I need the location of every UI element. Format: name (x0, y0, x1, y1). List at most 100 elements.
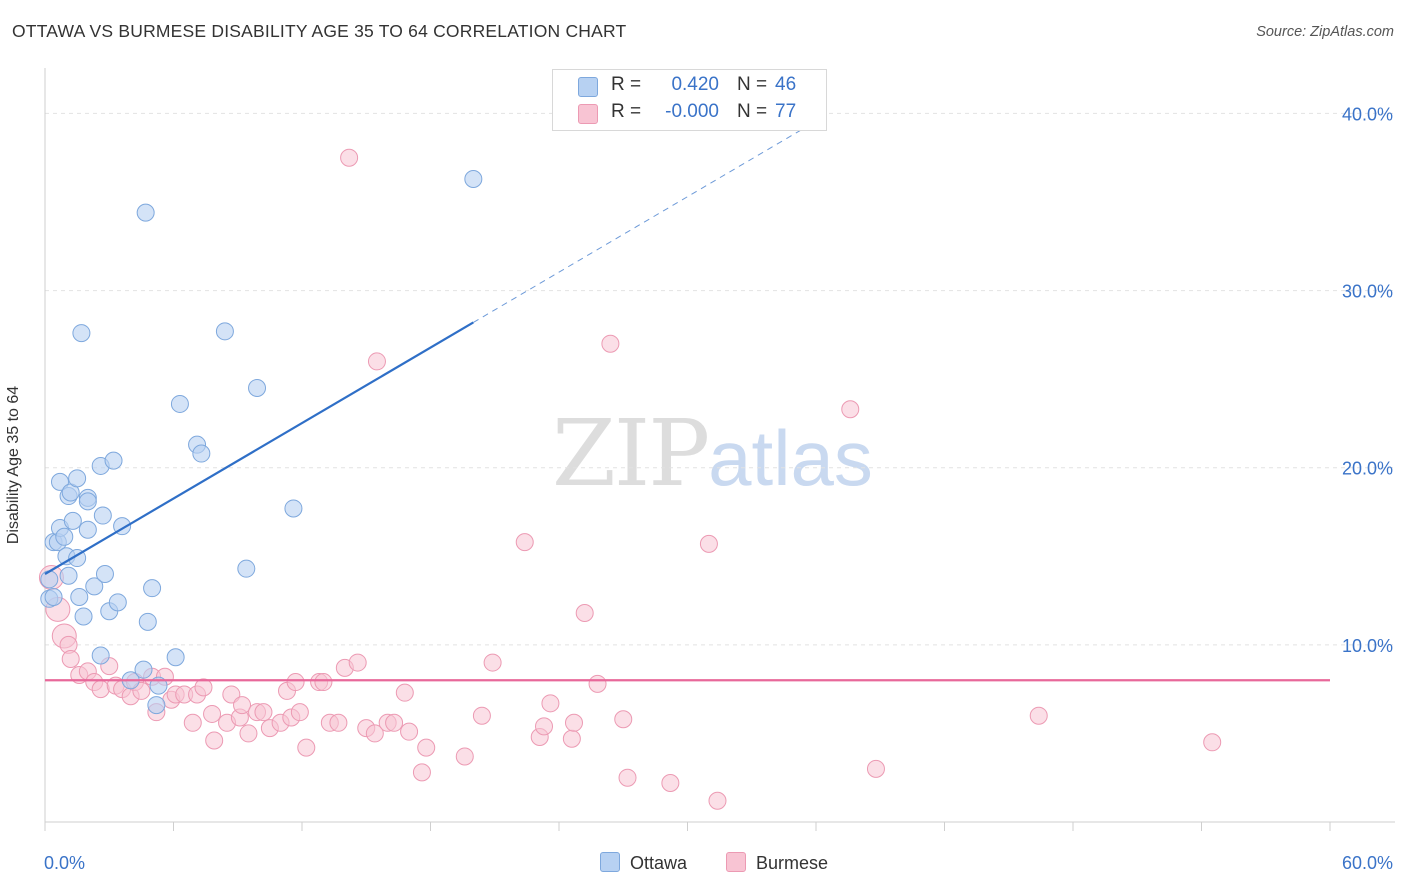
burmese-legend-label: Burmese (756, 853, 829, 873)
trend-layer (44, 120, 1330, 682)
y-tick-label: 20.0% (1342, 459, 1393, 479)
ottawa-trend-line (44, 321, 474, 575)
ottawa-point (134, 660, 153, 679)
burmese-point (340, 148, 359, 167)
ottawa-swatch (578, 77, 598, 97)
burmese-point (367, 352, 386, 371)
burmese-point (290, 703, 309, 722)
ottawa-point (147, 696, 166, 715)
y-tick-label: 10.0% (1342, 636, 1393, 656)
burmese-point (314, 673, 333, 692)
burmese-point (564, 713, 583, 732)
ottawa-point (215, 322, 234, 341)
burmese-point (412, 763, 431, 782)
y-tick-label: 30.0% (1342, 282, 1393, 302)
ottawa-point (166, 648, 185, 667)
ottawa-point (284, 499, 303, 518)
y-axis-label: Disability Age 35 to 64 (5, 385, 22, 545)
correlation-legend: R = 0.420 N = 46 R = -0.000 N = 77 (552, 69, 827, 131)
ottawa-point (50, 472, 69, 491)
ottawa-r-label: R = (611, 74, 642, 95)
ottawa-point (55, 527, 74, 546)
ottawa-point (170, 394, 189, 413)
ottawa-point (93, 506, 112, 525)
watermark-zip: ZIP (552, 400, 710, 507)
burmese-point (183, 713, 202, 732)
burmese-point (699, 534, 718, 553)
burmese-point (203, 704, 222, 723)
tick-label-layer: 10.0% 20.0% 30.0% 40.0% 0.0% 60.0% (44, 104, 1393, 873)
burmese-point (400, 722, 419, 741)
ottawa-point (63, 511, 82, 530)
burmese-point (841, 400, 860, 419)
axis-layer (44, 68, 1395, 831)
burmese-point (91, 680, 110, 699)
burmese-point (385, 713, 404, 732)
burmese-point (472, 706, 491, 725)
burmese-points (38, 148, 1222, 810)
ottawa-point (70, 588, 89, 607)
burmese-point (239, 724, 258, 743)
ottawa-n-label: N = (737, 74, 768, 95)
ottawa-point (136, 203, 155, 222)
burmese-point (1029, 706, 1048, 725)
ottawa-point (78, 520, 97, 539)
burmese-point (588, 674, 607, 693)
burmese-r-label: R = (611, 101, 642, 122)
burmese-point (61, 650, 80, 669)
ottawa-r-value: 0.420 (671, 74, 719, 95)
ottawa-point (95, 565, 114, 583)
ottawa-point (237, 559, 256, 578)
burmese-point (614, 710, 633, 729)
burmese-r-value: -0.000 (665, 101, 719, 122)
ottawa-point (68, 469, 87, 488)
burmese-point (601, 334, 620, 353)
ottawa-point (78, 492, 97, 511)
burmese-point (286, 673, 305, 692)
ottawa-point (138, 612, 157, 631)
burmese-point (254, 703, 273, 722)
ottawa-point (143, 579, 162, 598)
x-tick-label: 0.0% (44, 853, 85, 873)
ottawa-point (72, 324, 91, 343)
burmese-point (222, 685, 241, 704)
burmese-point (515, 533, 534, 552)
burmese-point (483, 653, 502, 672)
ottawa-point (91, 646, 110, 665)
burmese-point (395, 683, 414, 702)
ottawa-point (59, 566, 78, 585)
burmese-point (661, 774, 680, 793)
ottawa-point (40, 570, 59, 589)
ottawa-legend-label: Ottawa (630, 853, 688, 873)
ottawa-n-value: 46 (775, 74, 797, 95)
source-label: Source: ZipAtlas.com (1256, 24, 1394, 40)
burmese-point (348, 653, 367, 672)
burmese-point (297, 738, 316, 757)
ottawa-point (108, 593, 127, 612)
burmese-point (329, 713, 348, 732)
watermark-atlas: atlas (708, 414, 873, 502)
burmese-point (417, 738, 436, 757)
burmese-n-label: N = (737, 101, 768, 122)
burmese-point (708, 791, 727, 810)
burmese-point (575, 603, 594, 622)
legend-item-burmese[interactable]: Burmese (726, 852, 828, 874)
burmese-point (194, 678, 213, 697)
ottawa-point (85, 577, 104, 596)
legend-row-ottawa: R = 0.420 N = 46 (553, 73, 826, 99)
burmese-legend-swatch (726, 852, 746, 872)
burmese-n-value: 77 (775, 101, 797, 122)
legend-item-ottawa[interactable]: Ottawa (600, 852, 687, 874)
ottawa-trend-extension (473, 120, 817, 323)
burmese-point (541, 694, 560, 713)
burmese-point (365, 724, 384, 743)
ottawa-legend-swatch (600, 852, 620, 872)
ottawa-point (192, 444, 211, 463)
zipatlas-watermark: ZIPatlas (552, 400, 873, 507)
ottawa-point (44, 588, 63, 607)
burmese-swatch (578, 104, 598, 124)
chart-title: OTTAWA VS BURMESE DISABILITY AGE 35 TO 6… (12, 21, 627, 41)
legend-row-burmese: R = -0.000 N = 77 (553, 100, 826, 126)
burmese-point (535, 717, 554, 736)
